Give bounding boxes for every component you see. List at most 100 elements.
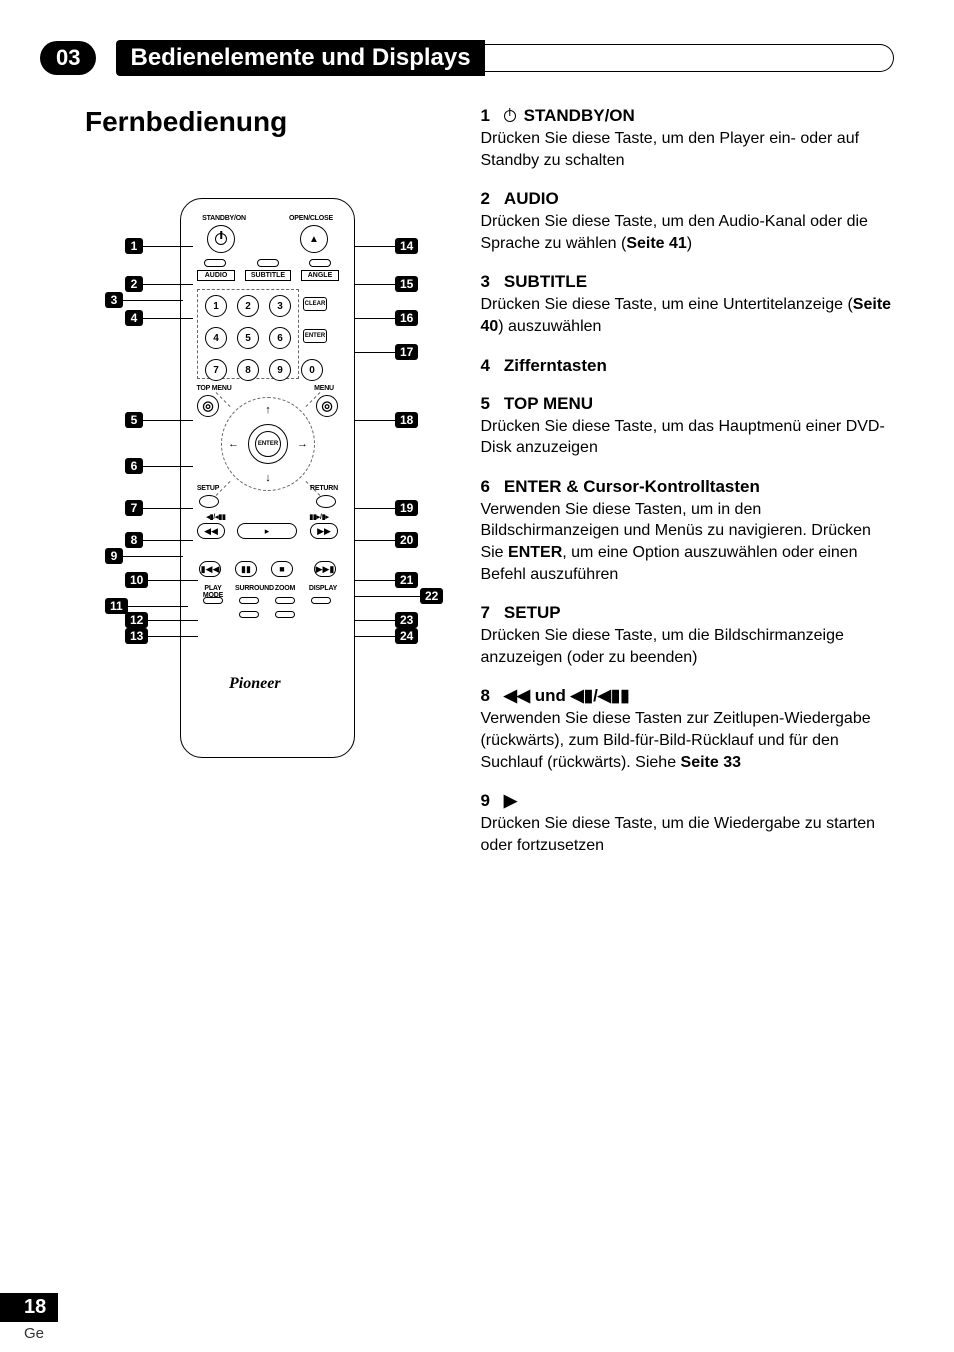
callout-number: 2 — [125, 276, 143, 292]
callout-number: 20 — [395, 532, 418, 548]
desc-item-title: SUBTITLE — [504, 272, 587, 291]
chapter-header: 03 Bedienelemente und Displays — [40, 40, 894, 76]
callout-17: 17 — [355, 344, 418, 360]
play-button-icon: ▸ — [237, 523, 297, 539]
callout-8: 8 — [125, 532, 193, 548]
zoom-button-icon — [275, 597, 295, 604]
callout-number: 14 — [395, 238, 418, 254]
description-list: 1 STANDBY/ON Drücken Sie diese Taste, um … — [480, 106, 894, 874]
key-4: 4 — [205, 327, 227, 349]
desc-item-title: ▶ — [504, 791, 517, 810]
label-subtitle: SUBTITLE — [245, 270, 291, 281]
callout-line — [143, 318, 193, 319]
desc-item-number: 1 — [480, 106, 489, 125]
callout-13: 13 — [125, 628, 198, 644]
callout-line — [143, 540, 193, 541]
callout-line — [355, 420, 395, 421]
key-1: 1 — [205, 295, 227, 317]
return-button-icon — [316, 495, 336, 508]
callout-line — [143, 508, 193, 509]
callout-number: 1 — [125, 238, 143, 254]
display-button-icon — [311, 597, 331, 604]
callout-number: 5 — [125, 412, 143, 428]
label-surround: SURROUND — [235, 585, 271, 592]
callout-line — [143, 284, 193, 285]
callout-line — [143, 466, 193, 467]
label-menu: MENU — [308, 385, 340, 392]
remote-body: STANDBY/ON OPEN/CLOSE ▲ AUDIO SUBTITLE A… — [180, 198, 355, 758]
chapter-title-wrap: Bedienelemente und Displays — [116, 40, 894, 76]
callout-line — [128, 606, 188, 607]
desc-item-4: 4 Zifferntasten — [480, 356, 894, 376]
desc-item-title: ENTER & Cursor-Kontrolltasten — [504, 477, 760, 496]
callout-5: 5 — [125, 412, 193, 428]
chapter-title: Bedienelemente und Displays — [116, 40, 484, 76]
key-8: 8 — [237, 359, 259, 381]
setup-button-icon — [199, 495, 219, 508]
key-2: 2 — [237, 295, 259, 317]
callout-number: 21 — [395, 572, 418, 588]
desc-item-body: Drücken Sie diese Taste, um die Bildschi… — [480, 625, 894, 668]
enter-ring: ENTER — [248, 424, 288, 464]
brand-logo: Pioneer — [229, 675, 281, 693]
enter-button: ENTER — [255, 431, 281, 457]
callout-22: 22 — [355, 588, 443, 604]
callout-3: 3 — [105, 292, 183, 308]
desc-item-head: 4 Zifferntasten — [480, 356, 894, 376]
page-language: Ge — [24, 1325, 44, 1342]
key-3: 3 — [269, 295, 291, 317]
desc-item-body: Drücken Sie diese Taste, um eine Unterti… — [480, 294, 894, 337]
desc-item-number: 9 — [480, 791, 489, 810]
desc-item-head: 2AUDIO — [480, 189, 894, 209]
surround-button-icon — [239, 597, 259, 604]
callout-16: 16 — [355, 310, 418, 326]
label-return: RETURN — [306, 485, 342, 492]
callout-number: 17 — [395, 344, 418, 360]
callout-24: 24 — [355, 628, 418, 644]
desc-item-title: Zifferntasten — [504, 356, 607, 375]
callout-number: 13 — [125, 628, 148, 644]
desc-item-body: Drücken Sie diese Taste, um das Hauptmen… — [480, 416, 894, 459]
callout-2: 2 — [125, 276, 193, 292]
desc-item-6: 6ENTER & Cursor-KontrolltastenVerwenden … — [480, 477, 894, 585]
callout-number: 19 — [395, 500, 418, 516]
callout-line — [355, 318, 395, 319]
prev-button-icon: ▮◀◀ — [199, 561, 221, 577]
callout-number: 15 — [395, 276, 418, 292]
callout-line — [355, 508, 395, 509]
desc-item-number: 3 — [480, 272, 489, 291]
callout-10: 10 — [125, 572, 198, 588]
desc-item-number: 4 — [480, 356, 489, 375]
callout-9: 9 — [105, 548, 183, 564]
label-setup: SETUP — [193, 485, 223, 492]
desc-item-3: 3 SUBTITLE Drücken Sie diese Taste, um ein… — [480, 272, 894, 337]
callout-line — [355, 596, 420, 597]
label-audio: AUDIO — [197, 270, 235, 281]
callout-line — [355, 580, 395, 581]
power-icon — [504, 110, 516, 122]
callout-line — [355, 540, 395, 541]
callout-number: 12 — [125, 612, 148, 628]
desc-item-7: 7SETUPDrücken Sie diese Taste, um die Bi… — [480, 603, 894, 668]
key-7: 7 — [205, 359, 227, 381]
callout-number: 8 — [125, 532, 143, 548]
callout-number: 22 — [420, 588, 443, 604]
key-9: 9 — [269, 359, 291, 381]
callout-line — [143, 246, 193, 247]
desc-item-body: Drücken Sie diese Taste, um den Player e… — [480, 128, 894, 171]
desc-item-number: 8 — [480, 686, 489, 705]
desc-item-8: 8◀◀ und ◀▮/◀▮▮Verwenden Sie diese Tasten… — [480, 686, 894, 773]
label-zoom: ZOOM — [271, 585, 299, 592]
callout-number: 3 — [105, 292, 123, 308]
section-title: Fernbedienung — [85, 106, 450, 138]
desc-item-title: TOP MENU — [504, 394, 593, 413]
desc-item-title: STANDBY/ON — [524, 106, 635, 125]
desc-item-number: 6 — [480, 477, 489, 496]
angle-indicator — [309, 259, 331, 267]
stop-button-icon: ■ — [271, 561, 293, 577]
desc-item-number: 2 — [480, 189, 489, 208]
callout-number: 23 — [395, 612, 418, 628]
extra-pill-2-icon — [275, 611, 295, 618]
callout-number: 9 — [105, 548, 123, 564]
desc-item-number: 5 — [480, 394, 489, 413]
